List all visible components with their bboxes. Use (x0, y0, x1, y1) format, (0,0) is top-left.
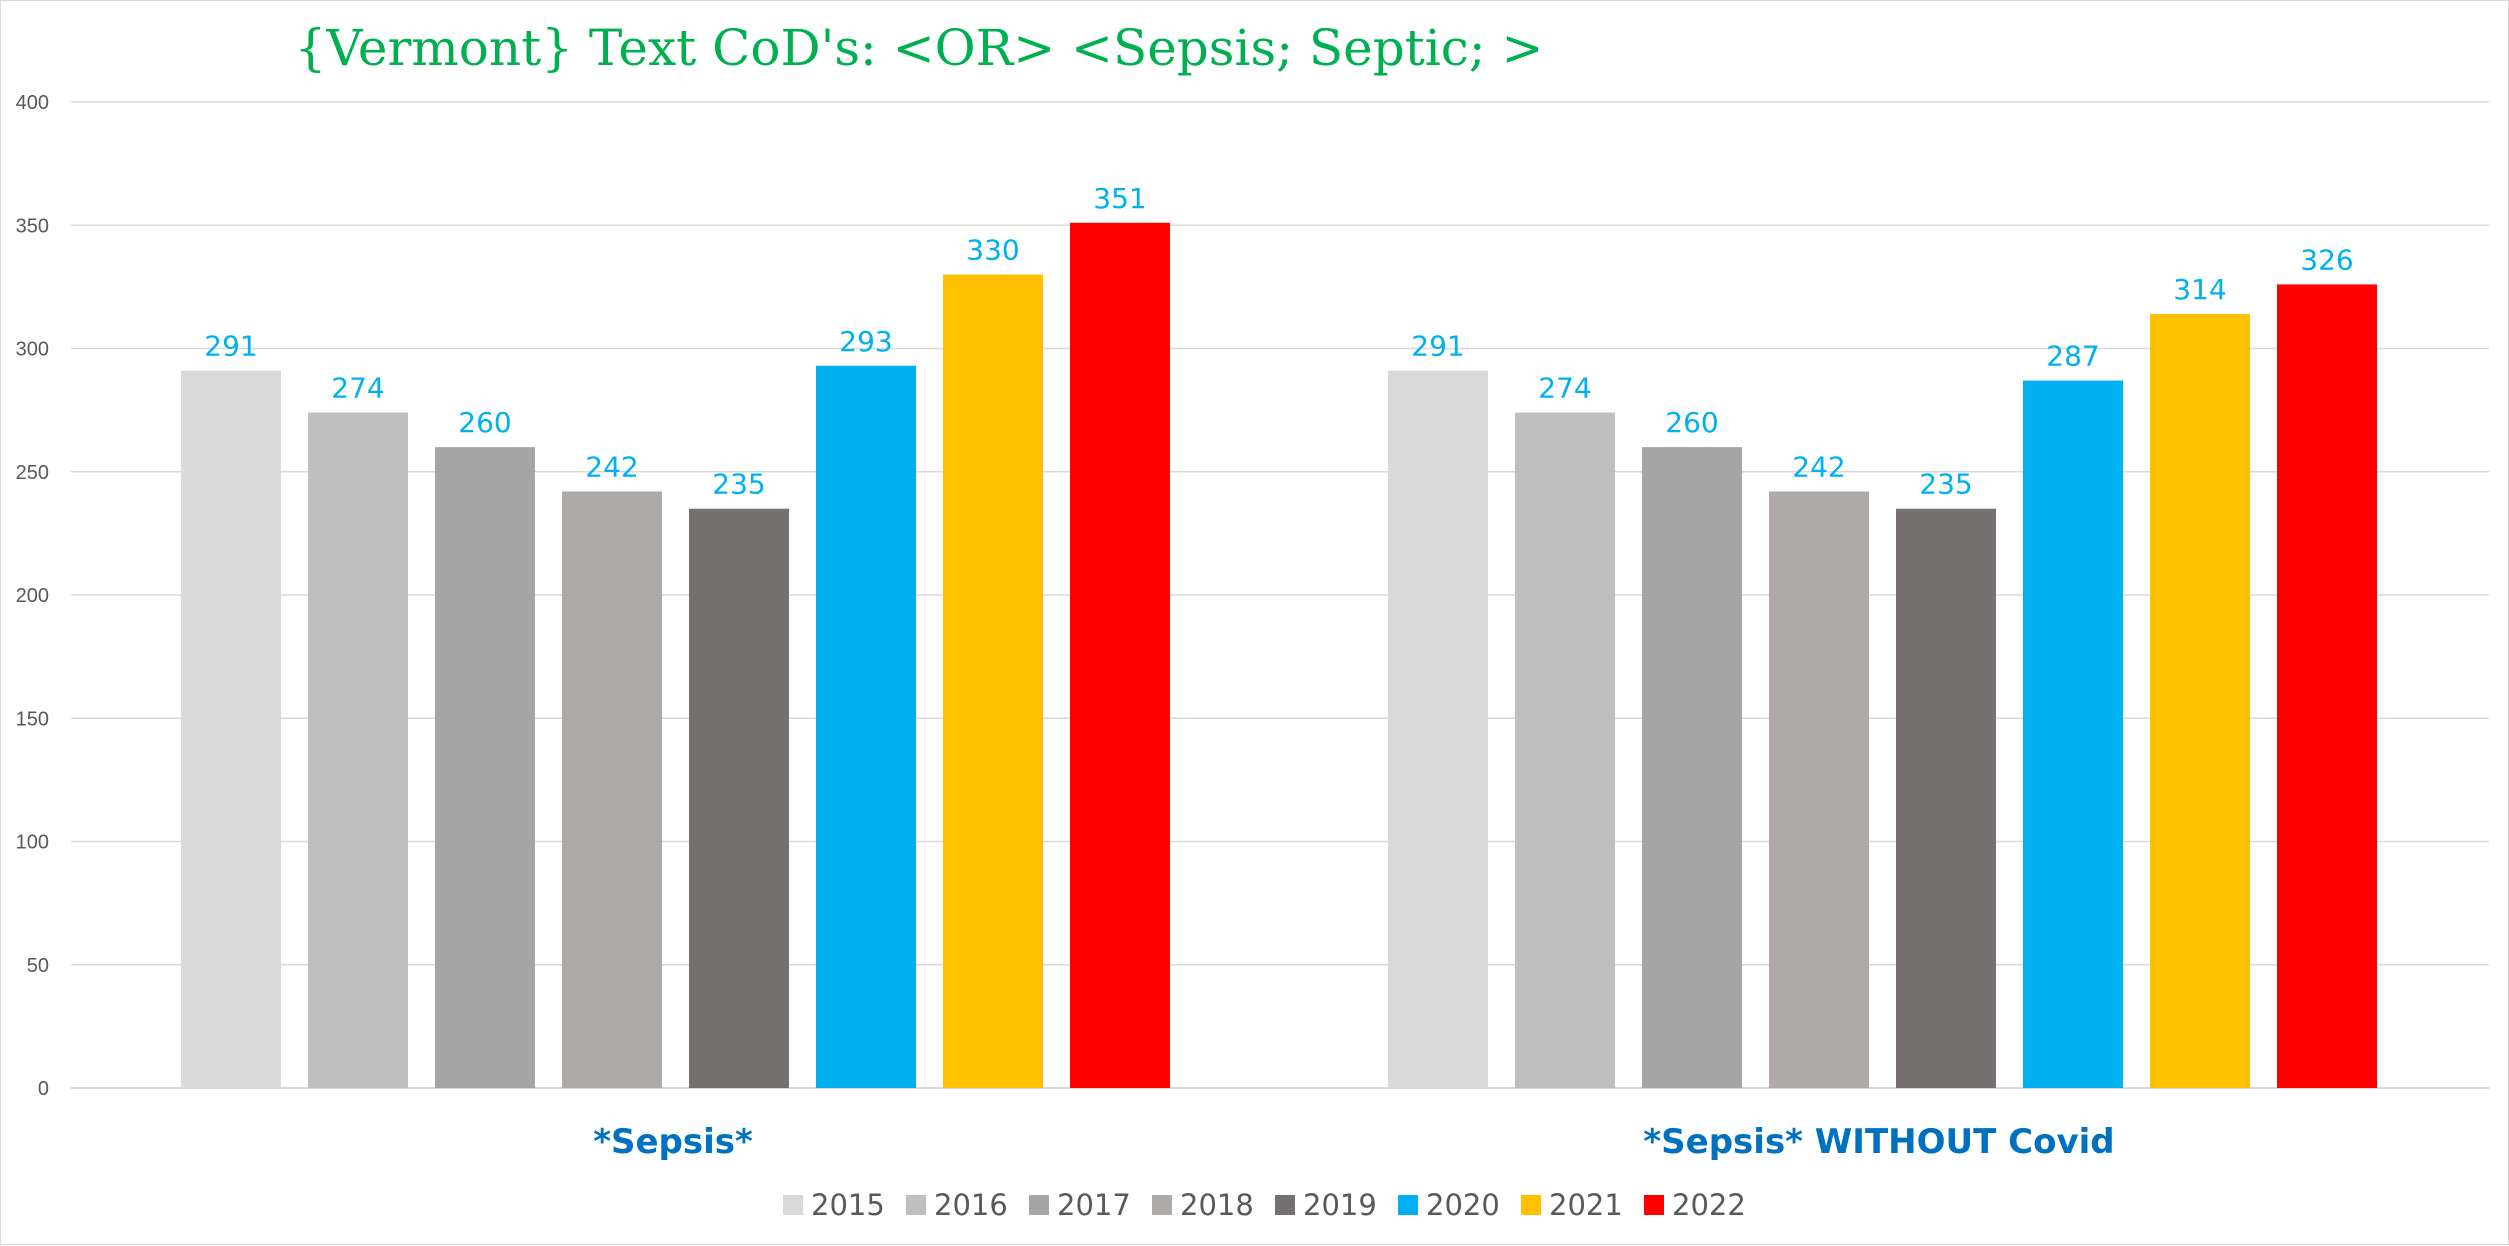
legend-swatch-2018 (1152, 1195, 1172, 1215)
data-label-sepsis-without-covid-2021: 314 (2173, 273, 2226, 306)
bar-sepsis-without-covid-2016 (1515, 412, 1615, 1089)
y-tick-200: 200 (16, 585, 49, 607)
data-label-sepsis-without-covid-2018: 242 (1792, 450, 1845, 483)
legend-label-2020: 2020 (1426, 1188, 1500, 1222)
category-label-0: *Sepsis* (593, 1122, 753, 1162)
legend-swatch-2017 (1029, 1195, 1049, 1215)
y-tick-400: 400 (16, 92, 49, 114)
category-labels: *Sepsis* *Sepsis* WITHOUT Covid (593, 1122, 2114, 1162)
legend-label-2022: 2022 (1672, 1188, 1746, 1222)
bar-sepsis-without-covid-2021 (2150, 313, 2250, 1088)
y-tick-100: 100 (16, 832, 49, 854)
data-label-sepsis-2018: 242 (585, 450, 638, 483)
data-label-sepsis-2019: 235 (712, 468, 765, 501)
data-labels: 291 274 260 242 235 293 330 351 291 274 260 242 235 2… (204, 182, 2353, 501)
bar-sepsis-2021 (943, 274, 1043, 1088)
legend-swatch-2020 (1398, 1195, 1418, 1215)
data-label-sepsis-without-covid-2020: 287 (2046, 340, 2099, 373)
bar-sepsis-without-covid-2018 (1769, 491, 1869, 1089)
data-label-sepsis-without-covid-2016: 274 (1538, 372, 1591, 405)
legend-swatch-2019 (1275, 1195, 1295, 1215)
y-tick-0: 0 (38, 1078, 49, 1100)
data-label-sepsis-without-covid-2015: 291 (1411, 330, 1464, 363)
legend-label-2017: 2017 (1057, 1188, 1131, 1222)
data-label-sepsis-2022: 351 (1093, 182, 1146, 215)
chart-title: {Vermont} Text CoD's: <OR> <Sepsis; Sept… (295, 19, 1544, 77)
legend-label-2016: 2016 (934, 1188, 1008, 1222)
legend-swatch-2016 (906, 1195, 926, 1215)
y-tick-150: 150 (16, 708, 49, 730)
bar-sepsis-2022 (1070, 222, 1170, 1088)
y-tick-350: 350 (16, 215, 49, 237)
data-label-sepsis-without-covid-2022: 326 (2300, 243, 2353, 276)
legend-label-2021: 2021 (1549, 1188, 1623, 1222)
legend-swatch-2021 (1521, 1195, 1541, 1215)
legend-swatch-2015 (783, 1195, 803, 1215)
data-label-sepsis-without-covid-2019: 235 (1919, 468, 1972, 501)
bar-sepsis-2018 (562, 491, 662, 1089)
y-tick-50: 50 (27, 955, 49, 977)
gridlines (71, 101, 2489, 1089)
legend-swatch-2022 (1644, 1195, 1664, 1215)
bar-sepsis-2017 (435, 447, 535, 1089)
bar-sepsis-without-covid-2017 (1642, 447, 1742, 1089)
legend-label-2019: 2019 (1303, 1188, 1377, 1222)
bar-sepsis-without-covid-2020 (2023, 380, 2123, 1088)
y-tick-300: 300 (16, 339, 49, 361)
legend-label-2018: 2018 (1180, 1188, 1254, 1222)
data-label-sepsis-2016: 274 (331, 372, 384, 405)
legend-label-2015: 2015 (811, 1188, 885, 1222)
data-label-sepsis-2020: 293 (839, 325, 892, 358)
legend: 2015 2016 2017 2018 2019 2020 2021 2022 (783, 1188, 1746, 1222)
bar-sepsis-without-covid-2019 (1896, 508, 1996, 1089)
data-label-sepsis-2017: 260 (458, 406, 511, 439)
bar-sepsis-without-covid-2022 (2277, 284, 2377, 1088)
bar-sepsis-without-covid-2015 (1388, 370, 1488, 1088)
bar-sepsis-2019 (689, 508, 789, 1089)
bar-sepsis-2020 (816, 365, 916, 1088)
y-tick-250: 250 (16, 462, 49, 484)
data-label-sepsis-2015: 291 (204, 330, 257, 363)
bar-sepsis-2016 (308, 412, 408, 1089)
data-label-sepsis-without-covid-2017: 260 (1665, 406, 1718, 439)
data-label-sepsis-2021: 330 (966, 234, 1019, 267)
category-label-1: *Sepsis* WITHOUT Covid (1643, 1122, 2114, 1162)
y-axis-tick-labels: 0 50 100 150 200 250 300 350 400 (16, 92, 49, 1100)
bar-sepsis-2015 (181, 370, 281, 1088)
bars (181, 222, 2377, 1089)
